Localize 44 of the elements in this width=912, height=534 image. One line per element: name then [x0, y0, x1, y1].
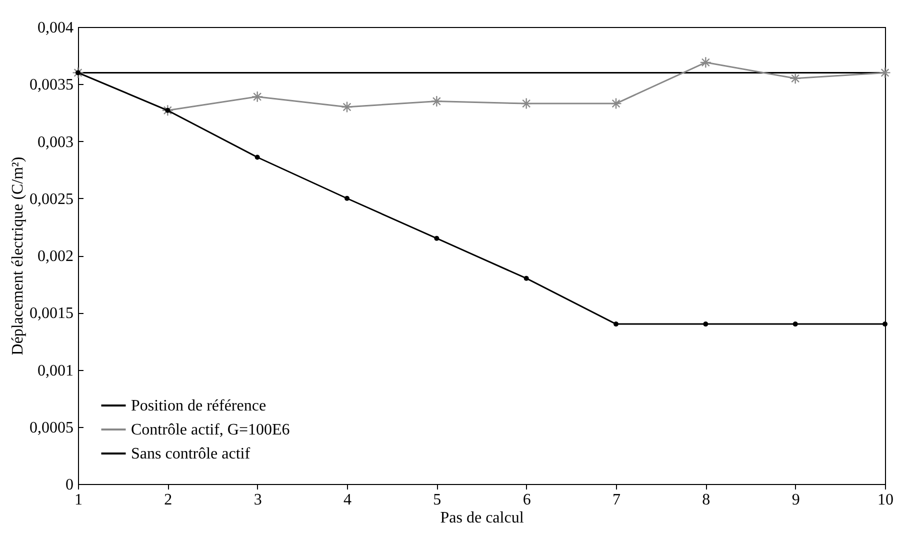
y-tick-label: 0,004: [38, 20, 74, 36]
point: [703, 322, 708, 327]
x-tick-label: 4: [344, 492, 352, 508]
x-tick-label: 9: [792, 492, 800, 508]
y-tick-label: 0,0035: [30, 76, 74, 94]
x-tick-label: 8: [702, 492, 710, 508]
point: [520, 98, 532, 110]
point: [792, 322, 798, 327]
point: [254, 154, 260, 160]
y-tick-label: 0: [66, 476, 74, 494]
y-tick-label: 0,002: [38, 248, 74, 265]
x-tick-label: 3: [254, 492, 262, 508]
point: [879, 66, 891, 79]
y-tick-label: 0,001: [38, 362, 74, 380]
y-tick-label: 0,003: [38, 134, 74, 151]
point: [614, 322, 618, 327]
x-tick-label: 7: [612, 492, 620, 508]
y-tick-label: 0,0015: [30, 305, 74, 322]
x-tick-label: 2: [164, 492, 172, 508]
x-tick-label: 5: [433, 492, 442, 508]
x-tick-label: 6: [522, 492, 531, 508]
point: [882, 322, 888, 327]
point: [430, 95, 443, 108]
point: [700, 56, 712, 68]
point: [434, 236, 440, 241]
point: [165, 108, 170, 113]
y-tick-label: 0,0025: [30, 190, 74, 208]
point: [341, 101, 353, 113]
legend-label: Sans contrôle actif: [131, 446, 251, 462]
point: [72, 66, 84, 79]
x-tick-label: 10: [878, 492, 894, 508]
x-tick-label: 1: [74, 492, 82, 508]
point: [251, 90, 264, 103]
point: [610, 98, 622, 110]
point: [789, 72, 802, 84]
y-axis-title: Déplacement électrique (C/m²): [10, 156, 26, 356]
point: [344, 196, 350, 201]
x-axis-title: Pas de calcul: [440, 510, 524, 526]
point: [76, 70, 80, 76]
legend-label: Contrôle actif, G=100E6: [131, 422, 290, 438]
point: [162, 104, 174, 116]
y-tick-label: 0,0005: [30, 419, 74, 436]
point: [524, 276, 529, 281]
legend-label: Position de référence: [131, 398, 266, 414]
